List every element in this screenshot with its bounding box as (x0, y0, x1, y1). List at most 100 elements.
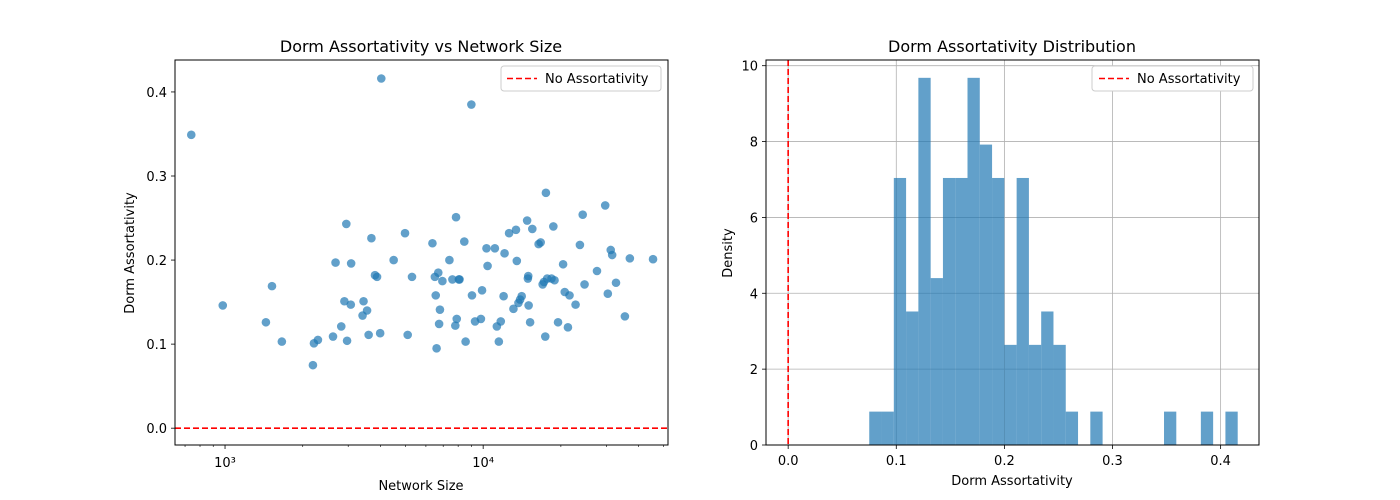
scatter-point (308, 360, 318, 370)
scatter-y-tick-label: 0.2 (146, 254, 167, 269)
scatter-x-tick-label: 10³ (214, 456, 236, 471)
histogram-y-ticks: 0 2 4 6 8 10 (741, 60, 766, 454)
scatter-point (359, 296, 368, 306)
scatter-point (435, 305, 445, 314)
scatter-point (428, 238, 437, 248)
scatter-point (625, 254, 635, 263)
histogram-bar (1090, 411, 1103, 445)
histogram-y-tick-label: 10 (741, 60, 758, 75)
scatter-point (524, 301, 533, 310)
scatter-point (467, 100, 476, 109)
histogram-y-tick-label: 0 (750, 439, 758, 454)
scatter-point (477, 286, 487, 295)
scatter-point (346, 300, 356, 309)
scatter-points (186, 74, 658, 370)
scatter-point (455, 275, 464, 284)
scatter-point (267, 281, 277, 291)
scatter-y-axis-label: Dorm Assortativity (123, 192, 138, 314)
scatter-point (496, 317, 506, 326)
scatter-legend-label: No Assortativity (545, 72, 649, 87)
scatter-point (448, 275, 457, 284)
histogram-bar (1225, 411, 1238, 445)
scatter-point (367, 233, 376, 243)
histogram-bar (1041, 311, 1054, 445)
scatter-point (461, 337, 470, 346)
scatter-point (565, 291, 574, 300)
histogram-bar (1004, 344, 1017, 445)
scatter-point (511, 225, 521, 235)
scatter-point (218, 301, 228, 310)
scatter-point (483, 261, 492, 271)
histogram-y-tick-label: 2 (750, 363, 758, 378)
scatter-panel: Dorm Assortativity vs Network Size 10³ 10… (123, 37, 669, 494)
scatter-legend-box (500, 65, 662, 92)
scatter-point (277, 337, 287, 346)
histogram-title: Dorm Assortativity Distribution (888, 37, 1136, 56)
scatter-point (400, 228, 410, 238)
scatter-point (517, 291, 526, 301)
scatter-point (313, 335, 323, 345)
scatter-point (525, 317, 535, 327)
histogram-x-tick-label: 0.4 (1210, 454, 1231, 469)
scatter-point (499, 291, 508, 301)
histogram-bar (918, 77, 931, 446)
scatter-point (528, 224, 537, 234)
histogram-bar (992, 177, 1005, 445)
scatter-point (340, 296, 349, 306)
scatter-point (553, 317, 563, 327)
scatter-point (459, 237, 469, 246)
histogram-x-ticks: 0.0 0.1 0.2 0.3 0.4 (778, 445, 1231, 469)
histogram-bar (881, 411, 894, 445)
scatter-point (600, 201, 610, 210)
scatter-point (522, 216, 532, 225)
histogram-x-tick-label: 0.1 (886, 454, 907, 469)
scatter-point (451, 212, 461, 222)
scatter-point (342, 219, 351, 229)
scatter-x-tick-label: 10⁴ (472, 456, 494, 471)
scatter-point (558, 259, 568, 269)
scatter-point (451, 321, 460, 330)
scatter-x-axis-label: Network Size (378, 479, 463, 494)
scatter-point (571, 300, 580, 309)
scatter-point (328, 332, 338, 341)
scatter-point (445, 255, 454, 265)
scatter-point (541, 188, 551, 198)
scatter-point (376, 74, 386, 83)
histogram-x-axis-label: Dorm Assortativity (951, 474, 1073, 489)
scatter-point (504, 228, 514, 238)
scatter-point (536, 238, 545, 247)
scatter-point (494, 337, 504, 346)
scatter-point (407, 272, 417, 282)
histogram-y-axis-label: Density (721, 228, 736, 278)
scatter-point (523, 271, 533, 281)
histogram-legend-label: No Assortativity (1137, 72, 1241, 87)
scatter-point (364, 330, 373, 340)
histogram-legend: No Assortativity (1091, 65, 1254, 92)
scatter-point (611, 278, 621, 288)
scatter-point (389, 255, 398, 265)
histogram-legend-box (1091, 65, 1254, 92)
scatter-point (490, 243, 500, 253)
scatter-axes-frame (174, 59, 669, 446)
histogram-bar (1065, 411, 1079, 445)
histogram-y-tick-label: 8 (750, 136, 758, 151)
scatter-point (346, 259, 356, 268)
histogram-bar (906, 311, 919, 445)
scatter-point (603, 289, 613, 298)
histogram-bar (955, 177, 968, 445)
scatter-title: Dorm Assortativity vs Network Size (280, 37, 562, 56)
histogram-y-tick-label: 6 (750, 211, 758, 226)
scatter-point (438, 276, 447, 286)
scatter-point (550, 275, 559, 285)
histogram-x-tick-label: 0.3 (1102, 454, 1123, 469)
scatter-point (578, 210, 588, 219)
scatter-point (563, 323, 573, 332)
histogram-x-tick-label: 0.0 (778, 454, 799, 469)
scatter-y-ticks: 0.0 0.1 0.2 0.3 0.4 (146, 86, 175, 437)
histogram-bar (893, 177, 907, 445)
scatter-point (575, 240, 585, 250)
scatter-point (336, 322, 346, 331)
scatter-point (186, 130, 196, 140)
histogram-x-tick-label: 0.2 (994, 454, 1015, 469)
